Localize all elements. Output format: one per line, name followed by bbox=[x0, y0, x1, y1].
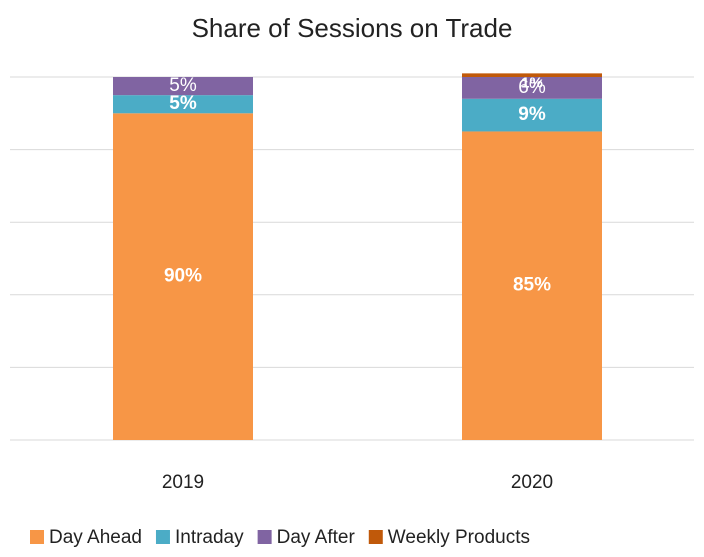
bar-segment bbox=[462, 131, 602, 440]
data-label: 90% bbox=[164, 266, 202, 287]
bar-segment bbox=[113, 113, 253, 441]
legend-swatch bbox=[368, 530, 383, 544]
legend-label: Weekly Products bbox=[388, 527, 530, 548]
bar-segment bbox=[462, 77, 602, 99]
data-label: 85% bbox=[513, 275, 551, 296]
bar-segment bbox=[113, 95, 253, 114]
legend-swatch bbox=[30, 530, 44, 544]
legend-swatch bbox=[155, 530, 170, 544]
x-tick-label: 2019 bbox=[162, 472, 204, 493]
chart-title: Share of Sessions on Trade bbox=[192, 13, 513, 43]
data-label: 1% bbox=[521, 74, 543, 91]
data-label: 5% bbox=[169, 93, 197, 114]
data-label: 6% bbox=[518, 77, 546, 98]
data-label: 9% bbox=[518, 104, 546, 125]
legend-label: Intraday bbox=[175, 527, 244, 548]
bar-segment bbox=[462, 98, 602, 132]
bar-segment bbox=[462, 73, 602, 77]
legend-swatch bbox=[257, 530, 272, 544]
legend-label: Day After bbox=[277, 527, 356, 548]
bar-segment bbox=[113, 77, 253, 96]
x-tick-label: 2020 bbox=[511, 472, 553, 493]
data-label: 5% bbox=[169, 75, 197, 96]
legend-label: Day Ahead bbox=[49, 527, 142, 548]
